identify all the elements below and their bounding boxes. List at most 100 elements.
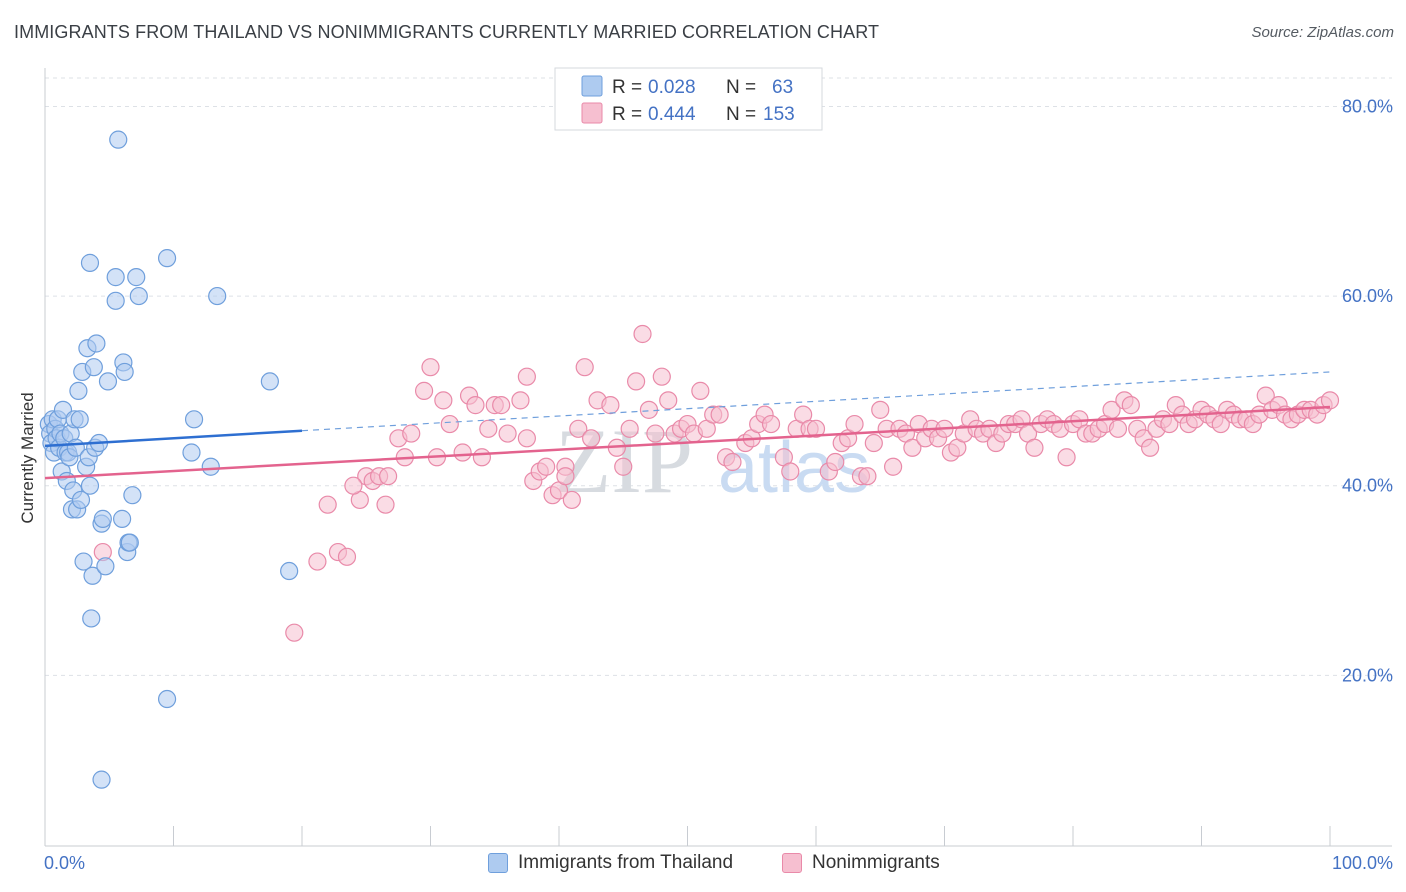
- bottom-legend-label-nonimmigrants: Nonimmigrants: [812, 852, 940, 873]
- nonimmigrant-point: [1121, 396, 1140, 415]
- nonimmigrant-point: [414, 381, 434, 400]
- thailand-point: [84, 358, 103, 377]
- legend: R = 0.028 N = 63 R = 0.444 N = 153: [554, 67, 823, 131]
- thailand-point: [280, 561, 299, 581]
- thailand-point: [98, 372, 118, 391]
- thailand-point: [74, 552, 93, 571]
- nonimmigrant-point: [434, 391, 453, 410]
- legend-n-label-1: N =: [726, 77, 756, 98]
- nonimmigrant-point: [308, 552, 327, 571]
- x-tick-label: 0.0%: [44, 853, 85, 873]
- nonimmigrant-point: [761, 414, 781, 434]
- thailand-swatch: [488, 853, 508, 873]
- thailand-point: [93, 509, 112, 528]
- nonimmigrant-point: [826, 452, 845, 472]
- nonimmigrant-point: [511, 391, 530, 410]
- nonimmigrant-point: [639, 400, 659, 419]
- nonimmigrant-point: [402, 424, 421, 443]
- nonimmigrant-point: [562, 490, 581, 510]
- thailand-point: [201, 457, 220, 476]
- nonimmigrant-point: [652, 367, 671, 386]
- nonimmigrant-point: [569, 419, 588, 438]
- thailand-point: [82, 609, 101, 628]
- nonimmigrant-point: [1320, 391, 1340, 410]
- nonimmigrant-point: [378, 467, 398, 486]
- x-tick-label: 100.0%: [1332, 853, 1393, 873]
- thailand-point: [92, 770, 111, 789]
- thailand-point: [69, 381, 88, 400]
- nonimmigrant-point: [498, 424, 517, 443]
- bottom-legend-item-thailand: Immigrants from Thailand: [488, 852, 733, 874]
- nonimmigrant-point: [318, 495, 337, 514]
- thailand-point: [123, 486, 142, 505]
- nonimmigrant-point: [492, 396, 511, 415]
- nonimmigrant-point: [582, 429, 601, 448]
- thailand-point: [157, 249, 177, 268]
- thailand-point: [115, 362, 134, 382]
- legend-swatch-pink: [581, 102, 603, 124]
- nonimmigrant-point: [517, 367, 536, 386]
- nonimmigrant-point: [376, 495, 395, 514]
- thailand-trend-line: [44, 429, 303, 448]
- nonimmigrant-point: [556, 467, 575, 486]
- nonimmigrant-point: [453, 443, 472, 462]
- nonimmigrant-point: [440, 414, 459, 434]
- legend-r-label-2: R =: [612, 104, 642, 125]
- nonimmigrant-point: [883, 457, 903, 476]
- nonimmigrant-point: [601, 396, 620, 415]
- legend-r-value-1: 0.028: [648, 77, 696, 98]
- nonimmigrant-point: [864, 433, 883, 453]
- nonimmigrant-point: [285, 623, 304, 642]
- trend-layer: [44, 371, 1331, 480]
- bottom-legend: Immigrants from Thailand Nonimmigrants: [0, 852, 1406, 878]
- nonimmigrant-point: [633, 324, 652, 344]
- thailand-point: [96, 557, 115, 576]
- y-tick-label: 40.0%: [1342, 476, 1393, 496]
- nonimmigrant-point: [1025, 438, 1044, 457]
- nonimmigrant-point: [421, 358, 440, 377]
- y-tick-label: 20.0%: [1342, 665, 1393, 685]
- thailand-trend-extension: [301, 371, 1331, 432]
- legend-n-label-2: N =: [726, 104, 756, 125]
- nonimmigrant-trend-line: [44, 405, 1331, 480]
- nonimmigrant-point: [710, 405, 729, 424]
- thailand-point: [260, 372, 279, 391]
- thailand-point: [127, 268, 146, 287]
- chart-title: IMMIGRANTS FROM THAILAND VS NONIMMIGRANT…: [14, 22, 880, 42]
- nonimmigrant-point: [1108, 419, 1128, 438]
- nonimmigrant-point: [845, 414, 864, 434]
- thailand-point: [182, 443, 201, 462]
- nonimmigrant-point: [537, 457, 556, 476]
- nonimmigrant-point: [479, 419, 498, 438]
- nonimmigrant-point: [1140, 438, 1160, 457]
- nonimmigrant-point: [646, 424, 665, 443]
- bottom-legend-label-thailand: Immigrants from Thailand: [518, 852, 734, 873]
- y-axis-label: Currently Married: [18, 392, 37, 523]
- nonimmigrant-point: [344, 476, 363, 495]
- nonimmigrant-point: [691, 381, 710, 400]
- nonimmigrant-point: [806, 419, 826, 438]
- points-layer: [39, 130, 1340, 789]
- legend-n-value-1: 63: [772, 77, 793, 98]
- nonimmigrant-point: [575, 358, 594, 377]
- nonimmigrant-point: [723, 452, 742, 472]
- thailand-point: [208, 286, 227, 306]
- nonimmigrant-point: [871, 400, 890, 419]
- axis-layer: 20.0% 40.0% 60.0% 80.0% 0.0% 100.0%: [44, 68, 1393, 873]
- nonimmigrant-point: [517, 429, 536, 448]
- nonimmigrant-point: [614, 457, 633, 476]
- thailand-point: [80, 253, 100, 272]
- grid-layer: [45, 77, 1392, 676]
- legend-r-value-2: 0.444: [648, 104, 696, 125]
- nonimmigrants-swatch: [782, 853, 802, 873]
- nonimmigrant-point: [472, 448, 491, 467]
- thailand-point: [157, 689, 177, 709]
- legend-n-value-2: 153: [763, 104, 795, 125]
- legend-swatch-blue: [581, 75, 603, 97]
- nonimmigrant-point: [466, 396, 485, 415]
- thailand-point: [106, 268, 125, 287]
- nonimmigrant-point: [1057, 448, 1076, 467]
- thailand-point: [120, 533, 139, 552]
- y-tick-label: 60.0%: [1342, 286, 1393, 306]
